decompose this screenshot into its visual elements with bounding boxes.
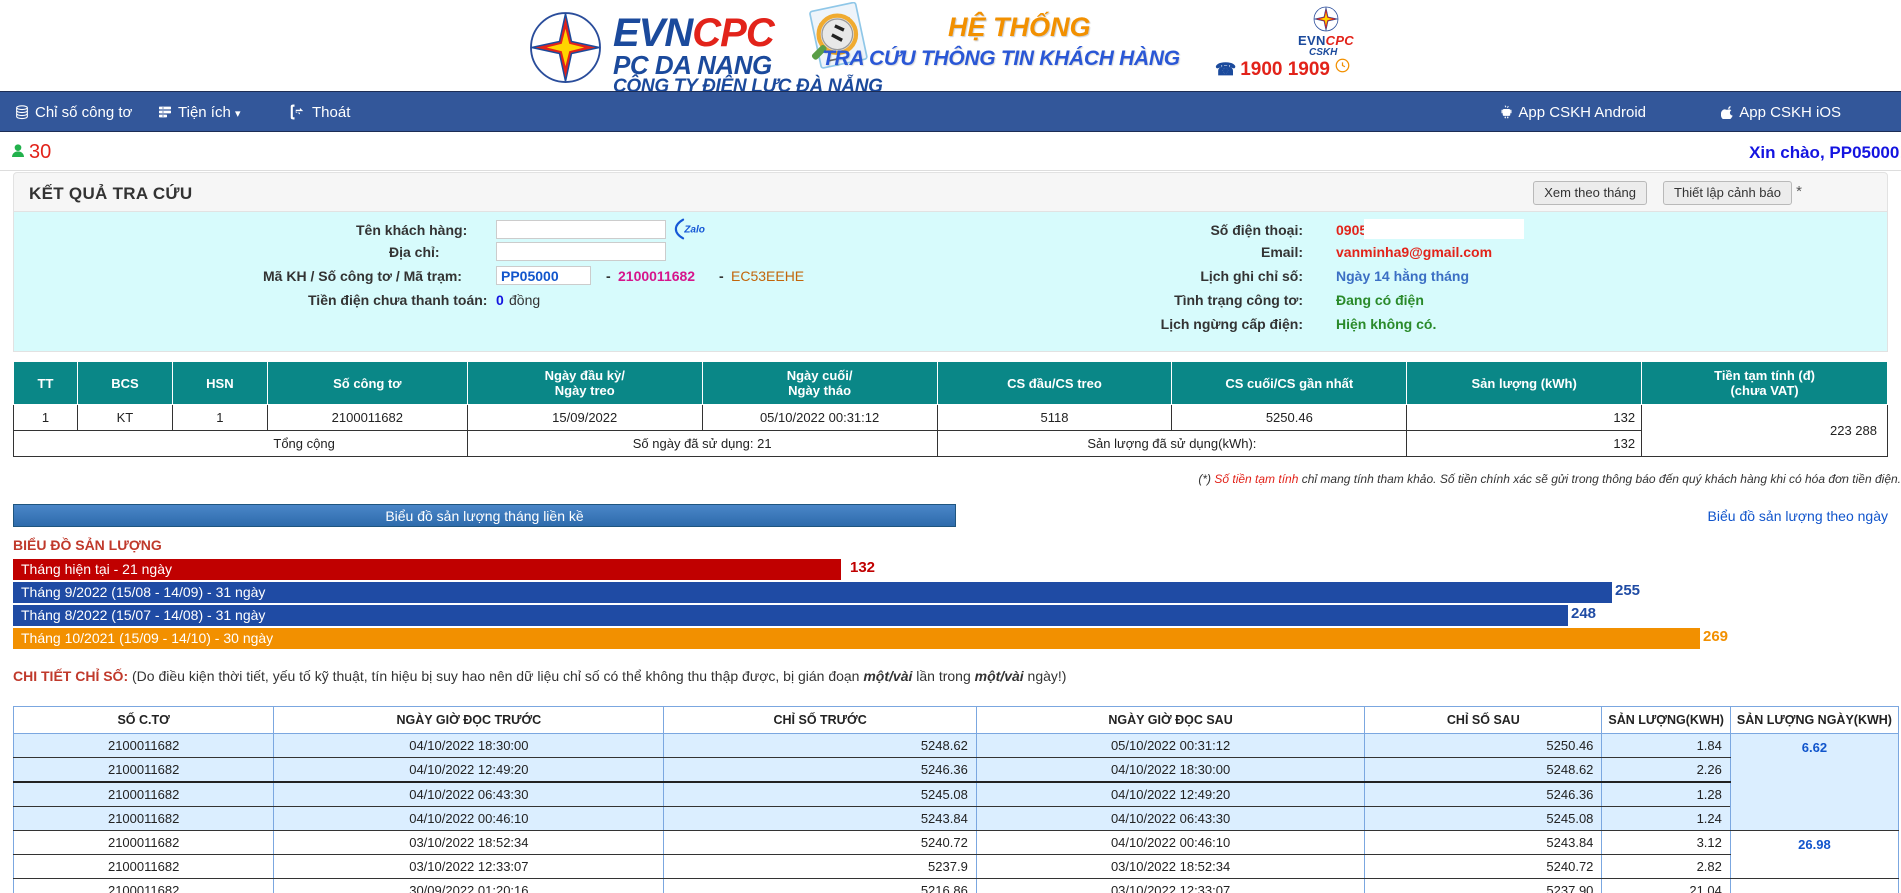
svg-text:Zalo: Zalo: [683, 225, 705, 236]
